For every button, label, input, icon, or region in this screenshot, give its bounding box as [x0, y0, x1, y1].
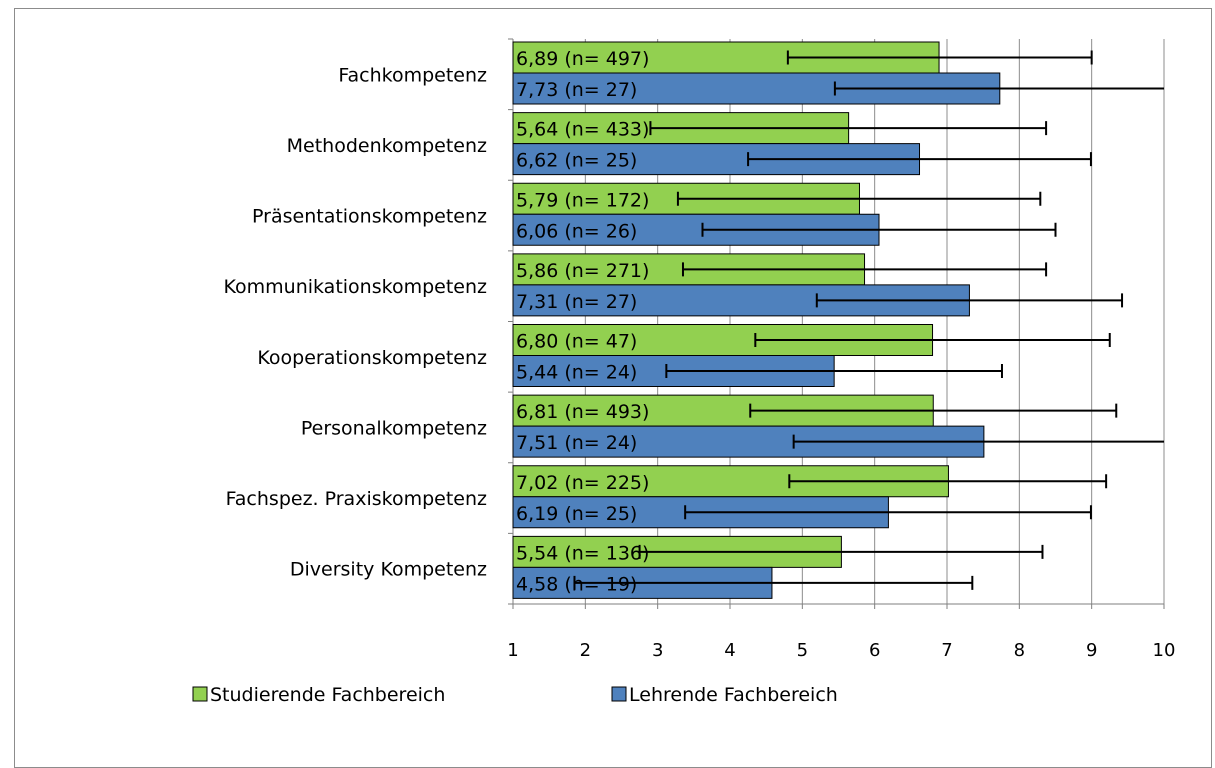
bar-chart: 1 2 3 4 5 6 7 8 9 10 Fachkompetenz 6,89 (n= 497) 7,7…: [192, 38, 1176, 706]
data-label: 7,31 (n= 27): [516, 291, 637, 313]
category-label: Kooperationskompetenz: [257, 347, 487, 369]
legend-swatch-studierende: [192, 686, 208, 702]
data-label: 6,62 (n= 25): [516, 150, 637, 172]
category-label: Fachspez. Praxiskompetenz: [226, 488, 487, 510]
data-label: 6,06 (n= 26): [516, 220, 637, 242]
x-tick-label-5: 5: [797, 640, 808, 661]
category-label: Präsentationskompetenz: [252, 206, 487, 228]
chart-frame: 1 2 3 4 5 6 7 8 9 10 Fachkompetenz 6,89 (n= 497) 7,7…: [14, 8, 1212, 768]
data-label: 4,58 (n= 19): [516, 573, 637, 595]
data-label: 6,89 (n= 497): [516, 48, 649, 70]
x-tick-label-6: 6: [869, 640, 880, 661]
x-tick-label-1: 1: [507, 640, 518, 661]
legend-label-studierende: Studierende Fachbereich: [210, 684, 445, 706]
data-label: 5,79 (n= 172): [516, 189, 649, 211]
x-tick-label-2: 2: [580, 640, 591, 661]
x-tick-label-10: 10: [1153, 640, 1176, 661]
category-label: Fachkompetenz: [338, 64, 487, 86]
x-tick-label-4: 4: [724, 640, 735, 661]
data-label: 6,19 (n= 25): [516, 503, 637, 525]
data-label: 5,44 (n= 24): [516, 362, 637, 384]
data-label: 5,64 (n= 433): [516, 119, 649, 141]
legend-label-lehrende: Lehrende Fachbereich: [629, 684, 838, 706]
x-tick-label-3: 3: [652, 640, 663, 661]
category-label: Kommunikationskompetenz: [224, 276, 488, 298]
data-label: 5,54 (n= 136): [516, 542, 649, 564]
data-label: 7,73 (n= 27): [516, 79, 637, 101]
x-tick-label-8: 8: [1014, 640, 1025, 661]
data-label: 7,02 (n= 225): [516, 472, 649, 494]
data-label: 5,86 (n= 271): [516, 260, 649, 282]
data-label: 6,80 (n= 47): [516, 331, 637, 353]
category-label: Methodenkompetenz: [287, 135, 487, 157]
x-tick-label-9: 9: [1086, 640, 1097, 661]
data-label: 7,51 (n= 24): [516, 432, 637, 454]
data-label: 6,81 (n= 493): [516, 401, 649, 423]
category-label: Diversity Kompetenz: [290, 559, 487, 581]
legend-swatch-lehrende: [611, 686, 627, 702]
x-tick-label-7: 7: [941, 640, 952, 661]
category-label: Personalkompetenz: [301, 417, 487, 439]
